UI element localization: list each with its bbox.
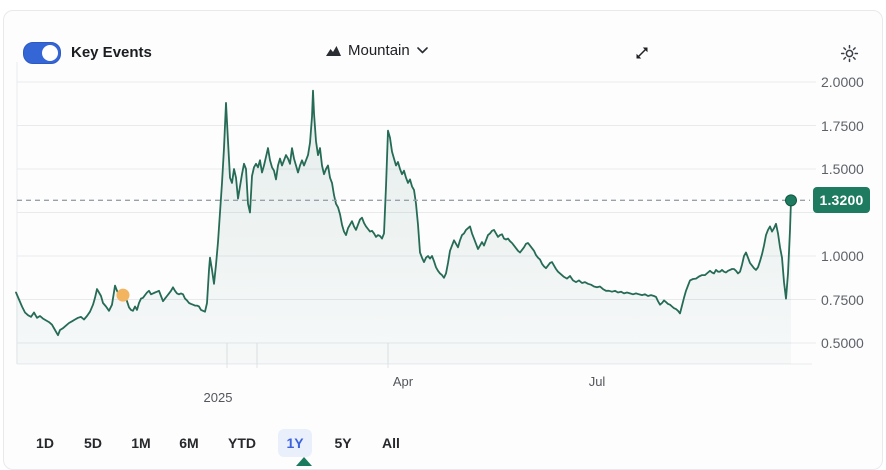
timeframe-5y[interactable]: 5Y xyxy=(326,429,360,457)
mountain-icon xyxy=(326,46,341,56)
timeframe-6m[interactable]: 6M xyxy=(172,429,206,457)
expand-icon xyxy=(636,47,648,59)
expand-chart-button[interactable] xyxy=(632,43,652,63)
chart-widget-card: Key Events Mountain 1D 5D 1M 6M YTD 1Y 5Y All xyxy=(3,10,883,470)
timeframe-bar: 1D 5D 1M 6M YTD 1Y 5Y All xyxy=(28,429,408,457)
toggle-knob xyxy=(42,45,58,61)
x-axis-label: Jul xyxy=(588,374,606,389)
key-events-label: Key Events xyxy=(71,44,152,61)
price-line xyxy=(15,89,792,337)
y-axis-label: 2.0000 xyxy=(821,74,864,90)
timeframe-all[interactable]: All xyxy=(374,429,408,457)
key-events-toggle[interactable] xyxy=(23,42,61,64)
key-event-marker[interactable] xyxy=(116,288,130,302)
y-axis-label: 0.7500 xyxy=(821,291,864,308)
chevron-down-icon xyxy=(416,47,428,54)
area-fill xyxy=(16,90,791,364)
settings-button[interactable] xyxy=(838,42,860,64)
y-axis-label: 1.5000 xyxy=(821,161,864,177)
x-axis-label: 2025 xyxy=(203,390,233,405)
chart-type-label: Mountain xyxy=(348,42,410,59)
timeframe-5d[interactable]: 5D xyxy=(76,429,110,457)
timeframe-1m[interactable]: 1M xyxy=(124,429,158,457)
y-axis-label: 0.5000 xyxy=(821,335,864,351)
chart-type-dropdown[interactable]: Mountain xyxy=(326,42,428,59)
gear-icon xyxy=(840,44,858,62)
y-axis-label: 1.7500 xyxy=(821,117,864,134)
timeframe-1d[interactable]: 1D xyxy=(28,429,62,457)
timeframe-ytd[interactable]: YTD xyxy=(220,429,264,457)
current-price-badge: 1.3200 xyxy=(813,187,870,214)
last-price-dot xyxy=(785,194,797,207)
price-chart[interactable] xyxy=(0,0,886,454)
y-axis-label: 1.0000 xyxy=(821,248,864,264)
event-popover-arrow xyxy=(296,457,312,466)
x-axis-label: Apr xyxy=(392,374,414,389)
timeframe-1y[interactable]: 1Y xyxy=(278,429,312,457)
